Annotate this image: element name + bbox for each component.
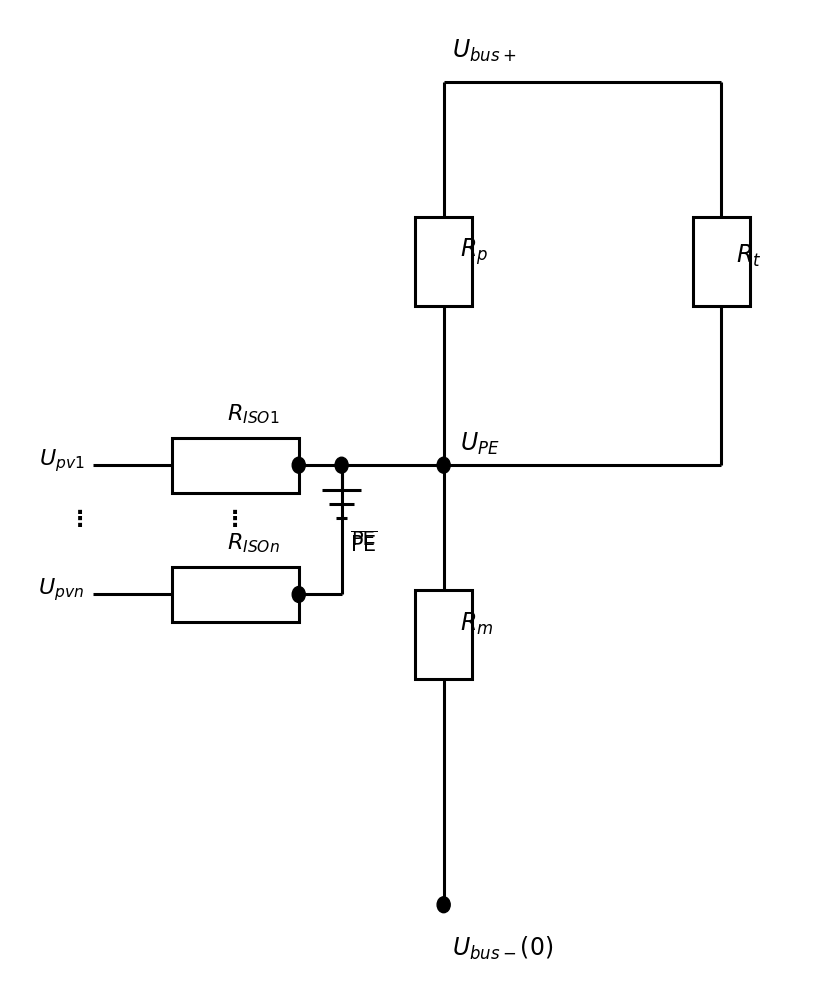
Text: PE: PE xyxy=(351,530,376,549)
Text: $U_{pv1}$: $U_{pv1}$ xyxy=(39,447,85,474)
Text: $U_{PE}$: $U_{PE}$ xyxy=(460,431,500,457)
Bar xyxy=(415,589,472,679)
Text: $R_{ISOn}$: $R_{ISOn}$ xyxy=(228,532,280,555)
Text: $R_{ISO1}$: $R_{ISO1}$ xyxy=(228,402,279,426)
Text: ⋮: ⋮ xyxy=(69,510,91,530)
Bar xyxy=(172,567,298,622)
Circle shape xyxy=(292,587,305,602)
Bar xyxy=(172,438,298,493)
Text: $R_p$: $R_p$ xyxy=(460,236,488,267)
Text: $R_t$: $R_t$ xyxy=(736,243,761,269)
Bar xyxy=(693,217,750,306)
Circle shape xyxy=(335,457,349,473)
Text: $U_{bus-}(0)$: $U_{bus-}(0)$ xyxy=(452,935,553,962)
Circle shape xyxy=(437,897,450,913)
Circle shape xyxy=(292,457,305,473)
Text: $U_{pvn}$: $U_{pvn}$ xyxy=(39,576,85,603)
Circle shape xyxy=(437,457,450,473)
Text: $U_{bus+}$: $U_{bus+}$ xyxy=(452,38,516,64)
Text: ⋮: ⋮ xyxy=(224,510,247,530)
Bar xyxy=(415,217,472,306)
Text: $\overline{\mathrm{PE}}$: $\overline{\mathrm{PE}}$ xyxy=(350,530,377,555)
Text: $R_m$: $R_m$ xyxy=(460,611,493,637)
